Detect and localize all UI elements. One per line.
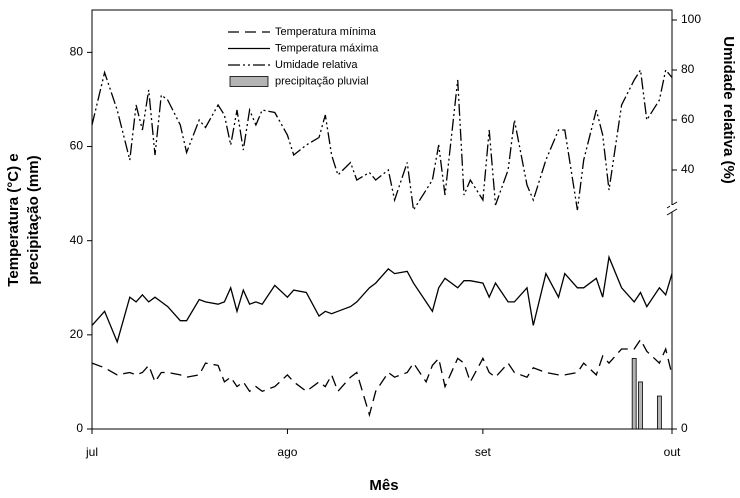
y-tick-label: 40 xyxy=(70,233,84,247)
series-line xyxy=(91,68,673,212)
x-tick-label: jul xyxy=(85,445,98,459)
precipitation-bar xyxy=(656,395,662,430)
y2-tick-label: 100 xyxy=(681,12,701,26)
precipitation-bar xyxy=(638,381,643,430)
series-line xyxy=(91,254,673,344)
y2-tick-label: 80 xyxy=(681,62,695,76)
axis-break-gap xyxy=(670,205,674,212)
legend-label: precipitação pluvial xyxy=(275,75,369,87)
legend-swatch xyxy=(229,76,269,87)
plot-frame xyxy=(91,9,673,430)
x-tick-label: out xyxy=(664,445,681,459)
y-tick-label: 20 xyxy=(70,327,84,341)
precipitation-bar xyxy=(631,357,637,430)
y-tick-label: 0 xyxy=(76,421,83,435)
axis-break xyxy=(666,208,678,216)
legend-label: Umidade relativa xyxy=(275,59,358,71)
y-tick-label: 80 xyxy=(70,45,84,59)
legend-label: Temperatura máxima xyxy=(275,42,379,54)
y2-tick-label: 0 xyxy=(681,421,688,435)
y2-axis-label: Umidade relativa (%) xyxy=(720,36,737,184)
y-axis-label: precipitação (mm) xyxy=(25,155,42,284)
y-tick-label: 60 xyxy=(70,139,84,153)
x-tick-label: ago xyxy=(277,445,297,459)
series-line xyxy=(91,338,673,418)
y2-tick-label: 40 xyxy=(681,162,695,176)
x-tick-label: set xyxy=(475,445,492,459)
x-axis-label: Mês xyxy=(369,477,398,494)
y-axis-label: Temperatura (°C) e xyxy=(5,153,22,286)
y2-tick-label: 60 xyxy=(681,112,695,126)
legend-label: Temperatura mínima xyxy=(275,26,377,38)
